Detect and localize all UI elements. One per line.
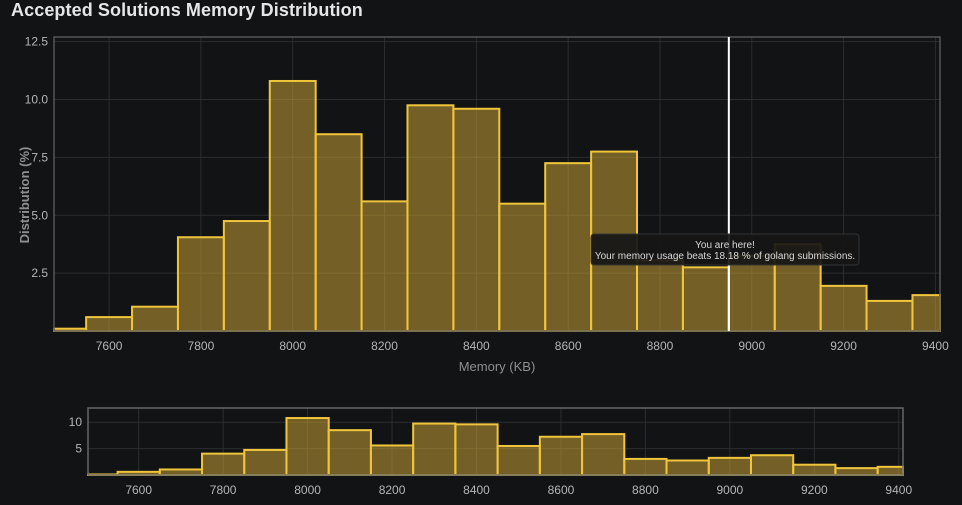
main-bar[interactable] [544, 162, 593, 332]
nav-bar[interactable] [412, 422, 457, 476]
tooltip: You are here! Your memory usage beats 18… [590, 233, 860, 266]
main-bar[interactable] [222, 220, 271, 332]
main-y-tick-label: 5.0 [31, 208, 48, 222]
main-bar[interactable] [727, 254, 776, 332]
main-x-tick-label: 9400 [922, 339, 949, 353]
main-x-tick-label: 8600 [555, 339, 582, 353]
main-x-tick-label: 9200 [830, 339, 857, 353]
main-plot-frame [53, 36, 941, 332]
nav-y-tick-label: 10 [69, 415, 83, 429]
nav-bar[interactable] [327, 429, 372, 476]
page-title: Accepted Solutions Memory Distribution [11, 0, 363, 20]
nav-bar[interactable] [538, 435, 584, 477]
main-x-tick-label: 8400 [463, 339, 490, 353]
nav-x-tick-label: 8600 [548, 483, 575, 497]
main-bar[interactable] [819, 284, 868, 333]
nav-bar[interactable] [369, 444, 415, 477]
nav-bar[interactable] [876, 465, 904, 477]
navigator-frame[interactable] [87, 407, 904, 476]
main-bar[interactable] [314, 133, 363, 332]
main-bar[interactable] [406, 104, 455, 332]
main-bar[interactable] [498, 202, 547, 333]
y-axis-title: Distribution (%) [17, 147, 32, 244]
x-axis-title: Memory (KB) [459, 359, 536, 374]
tooltip-box [590, 233, 860, 266]
nav-x-tick-label: 9000 [717, 483, 744, 497]
nav-x-tick-label: 7600 [125, 483, 152, 497]
main-x-tick-label: 9000 [738, 339, 765, 353]
nav-x-tick-label: 8000 [294, 483, 321, 497]
main-bars [53, 79, 941, 333]
main-bar[interactable] [176, 236, 225, 332]
nav-bar[interactable] [834, 467, 879, 476]
nav-y-tick-label: 5 [75, 442, 82, 456]
main-x-tick-label: 8200 [371, 339, 398, 353]
main-y-tick-label: 12.5 [25, 35, 49, 49]
nav-bar[interactable] [623, 457, 668, 477]
main-bar[interactable] [268, 79, 317, 332]
main-x-tick-label: 8800 [647, 339, 674, 353]
nav-bar[interactable] [665, 459, 710, 476]
nav-x-tick-label: 8800 [632, 483, 659, 497]
main-y-tick-label: 7.5 [31, 150, 48, 164]
main-ticks: 7600 7800 8000 8200 8400 8600 8800 9000 9200 9400… [25, 35, 949, 353]
main-bar[interactable] [911, 294, 941, 332]
nav-x-tick-label: 7800 [210, 483, 237, 497]
tooltip-line-1: You are here! [695, 240, 755, 251]
nav-x-tick-label: 8200 [379, 483, 406, 497]
nav-bar[interactable] [707, 456, 752, 477]
nav-bar[interactable] [496, 444, 541, 476]
main-bar[interactable] [865, 299, 914, 333]
nav-x-tick-label: 8400 [463, 483, 490, 497]
nav-bar[interactable] [792, 463, 837, 476]
main-x-tick-label: 7800 [188, 339, 215, 353]
main-y-tick-label: 10.0 [25, 93, 49, 107]
tooltip-line-2: Your memory usage beats 18.18 % of golan… [595, 251, 855, 262]
nav-x-tick-label: 9200 [801, 483, 828, 497]
main-bar[interactable] [636, 259, 684, 333]
main-x-tick-label: 8000 [279, 339, 306, 353]
nav-bar[interactable] [243, 448, 288, 477]
main-x-tick-label: 7600 [96, 339, 123, 353]
nav-x-tick-label: 9400 [885, 483, 912, 497]
nav-bar[interactable] [158, 468, 204, 477]
navigator-ticks: 7600 7800 8000 8200 8400 8600 8800 9000 9200 9400… [69, 415, 913, 497]
nav-bar[interactable] [201, 452, 246, 476]
navigator-bars [87, 417, 904, 477]
nav-bar[interactable] [749, 454, 795, 476]
main-bar[interactable] [452, 107, 501, 332]
main-bar[interactable] [85, 316, 134, 332]
nav-bar[interactable] [581, 433, 626, 476]
main-bar[interactable] [131, 305, 179, 332]
nav-bar[interactable] [285, 417, 330, 476]
main-bar[interactable] [681, 266, 730, 333]
main-y-tick-label: 2.5 [31, 266, 48, 280]
main-bar[interactable] [360, 200, 409, 332]
nav-bar[interactable] [454, 423, 499, 477]
